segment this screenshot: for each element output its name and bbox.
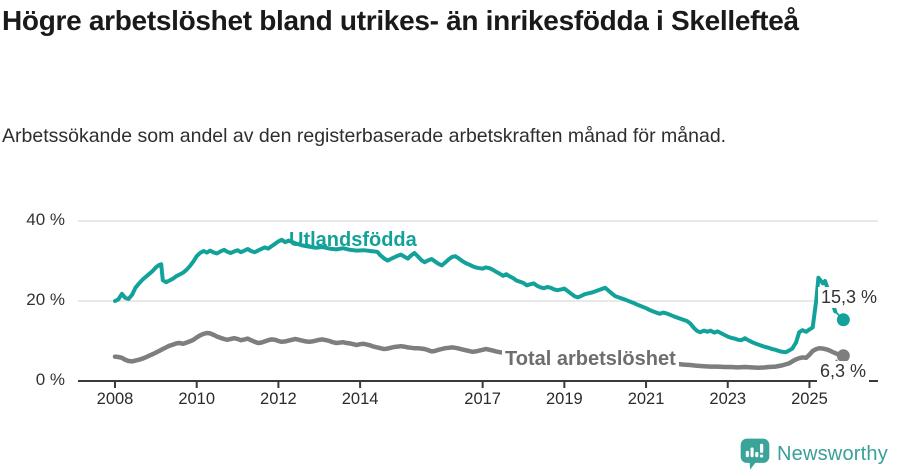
page-title: Högre arbetslöshet bland utrikes- än inr… [2, 5, 799, 36]
y-axis-tick-label: 20 % [26, 290, 65, 309]
x-axis-tick-label: 2017 [464, 390, 501, 408]
newsworthy-wordmark: Newsworthy [777, 443, 888, 465]
bar-chart-speech-bubble-icon [740, 438, 770, 470]
chart-subtitle: Arbetssökande som andel av den registerb… [2, 125, 727, 147]
x-axis-tick-label: 2012 [260, 390, 297, 408]
x-axis-tick-label: 2025 [791, 390, 828, 408]
x-axis-tick-label: 2019 [545, 390, 583, 408]
x-axis-tick-label: 2023 [709, 390, 747, 408]
end-value-label-utlandsfodda: 15,3 % [818, 287, 881, 308]
series-label-utlandsfodda: Utlandsfödda [289, 229, 417, 251]
y-axis-tick-label: 0 % [35, 370, 65, 389]
y-axis-tick-label: 40 % [26, 210, 65, 229]
x-axis-tick-label: 2014 [341, 390, 379, 408]
newsworthy-logo: Newsworthy [740, 438, 888, 471]
x-axis-tick-label: 2021 [627, 390, 665, 408]
series-label-total: Total arbetslöshet [502, 348, 679, 371]
x-axis-tick-label: 2010 [178, 390, 216, 408]
end-value-label-total: 6,3 % [817, 361, 870, 382]
x-axis-tick-label: 2008 [96, 390, 134, 408]
